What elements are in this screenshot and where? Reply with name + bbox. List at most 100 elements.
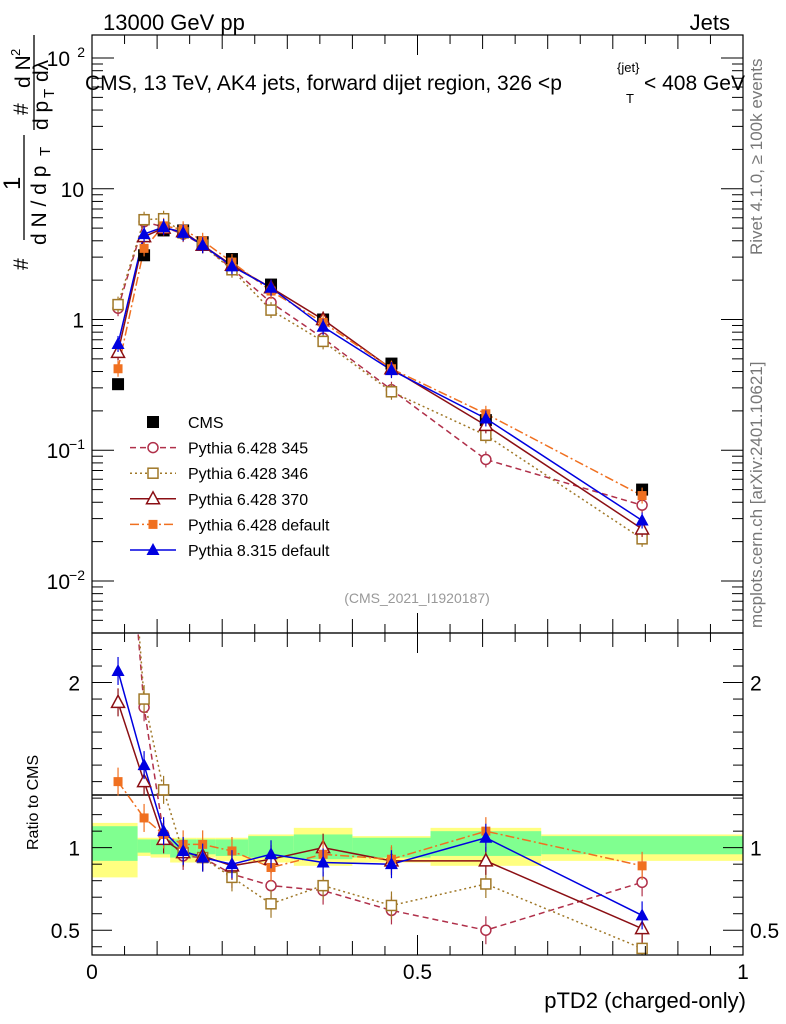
- analysis-id: (CMS_2021_I1920187): [344, 590, 490, 606]
- legend-marker: [147, 467, 159, 479]
- data-point: [176, 225, 190, 238]
- ratio-point: [157, 784, 170, 796]
- ratio-point: [316, 855, 330, 868]
- svg-text:d p: d p: [30, 101, 53, 130]
- ratio-y-axis-title: Ratio to CMS: [25, 755, 42, 850]
- ratio-point: [265, 879, 277, 892]
- ratio-point: [138, 693, 150, 705]
- legend-label: Pythia 6.428 default: [188, 517, 330, 534]
- svg-text:1: 1: [0, 177, 26, 190]
- ratio-y-tick-label: 1: [68, 838, 80, 861]
- ratio-point: [139, 813, 149, 823]
- mcplots-label: mcplots.cern.ch [arXiv:2401.10621]: [747, 362, 766, 628]
- ratio-point: [478, 852, 494, 867]
- ratio-axes: 0.5 0.51 12 20 0.5 1: [51, 633, 779, 984]
- ratio-point: [111, 663, 125, 676]
- main-y-tick-exponent: −2: [69, 567, 85, 583]
- ratio-point: [317, 879, 329, 892]
- ratio-band-inner: [92, 826, 138, 861]
- data-point: [316, 319, 330, 332]
- legend-label: Pythia 6.428 345: [188, 441, 308, 458]
- legend-label: Pythia 6.428 370: [188, 492, 308, 509]
- main-y-tick-exponent: 2: [77, 44, 85, 60]
- legend-marker: [146, 543, 160, 555]
- ratio-band-inner: [541, 836, 743, 855]
- data-point: [480, 453, 492, 466]
- data-point: [317, 335, 329, 348]
- plot-title-end: < 408 GeV: [644, 72, 745, 95]
- svg-text:dλ: dλ: [30, 59, 53, 82]
- category-label: Jets: [690, 10, 730, 35]
- data-point: [113, 364, 123, 374]
- svg-text:CMS, 13 TeV, AK4 jets, forward: CMS, 13 TeV, AK4 jets, forward dijet reg…: [85, 72, 562, 95]
- ratio-point: [176, 843, 190, 856]
- main-y-tick-label: 10: [61, 179, 84, 202]
- ratio-point: [479, 830, 493, 843]
- main-series-markers: [110, 210, 650, 547]
- main-y-axis-title: # 1 d N / d p T # d N 2 d p T dλ: [0, 35, 58, 270]
- ratio-point: [637, 861, 647, 871]
- ratio-series-markers: [110, 656, 650, 955]
- plot-title-sup: {jet}: [617, 60, 640, 75]
- svg-text:T: T: [41, 89, 58, 98]
- ratio-point: [636, 942, 648, 955]
- ratio-point: [136, 773, 152, 788]
- ratio-band-inner: [137, 839, 151, 853]
- ratio-point: [196, 850, 210, 863]
- series-line: [117, 227, 643, 530]
- svg-text:T: T: [37, 147, 54, 156]
- main-y-tick-label: 10: [47, 440, 70, 463]
- ratio-point: [480, 878, 492, 890]
- svg-text:#: #: [10, 258, 33, 270]
- ratio-point: [635, 908, 649, 921]
- data-point: [111, 336, 125, 349]
- data-point: [112, 298, 124, 311]
- data-point: [479, 411, 493, 424]
- main-series-lines: [117, 217, 643, 540]
- energy-label: 13000 GeV pp: [103, 10, 245, 35]
- data-point: [637, 491, 647, 501]
- ratio-point: [265, 898, 277, 910]
- data-point: [384, 363, 398, 376]
- legend-marker: [145, 490, 161, 505]
- data-point: [635, 513, 649, 526]
- ratio-y-tick-label-right: 1: [750, 838, 762, 861]
- data-point: [157, 219, 171, 232]
- svg-text:2: 2: [8, 49, 23, 56]
- x-axis-title: pTD2 (charged-only): [544, 988, 746, 1013]
- svg-text:d N: d N: [12, 55, 35, 88]
- data-point: [196, 238, 210, 251]
- data-point: [138, 213, 150, 226]
- main-y-tick-exponent: −1: [69, 436, 85, 452]
- x-tick-label: 1: [737, 961, 749, 984]
- main-y-tick-label: 1: [72, 309, 84, 332]
- svg-text:d N / d p: d N / d p: [28, 166, 51, 245]
- x-tick-label: 0: [86, 961, 98, 984]
- ratio-series-line: [117, 670, 643, 917]
- ratio-point: [113, 777, 123, 787]
- ratio-plot-frame: [91, 632, 744, 956]
- rivet-version-label: Rivet 4.1.0, ≥ 100k events: [747, 59, 766, 255]
- ratio-y-tick-label: 2: [68, 673, 80, 696]
- legend-marker: [148, 519, 158, 529]
- data-point: [139, 243, 149, 253]
- svg-text:#: #: [10, 103, 33, 115]
- ratio-point: [157, 824, 171, 837]
- ratio-point: [480, 924, 492, 936]
- main-y-tick-label: 10: [47, 571, 70, 594]
- data-point: [385, 386, 398, 398]
- data-point: [112, 378, 125, 391]
- legend-marker: [147, 441, 159, 454]
- ratio-point: [225, 857, 239, 870]
- ratio-point: [137, 758, 151, 771]
- ratio-y-tick-label-right: 0.5: [750, 920, 779, 943]
- ratio-point: [264, 847, 278, 860]
- ratio-y-tick-label-right: 2: [750, 673, 762, 696]
- plot-title-sub: T: [626, 91, 634, 106]
- legend-marker: [147, 416, 159, 428]
- ratio-point: [384, 857, 398, 870]
- legend-label: Pythia 8.315 default: [188, 543, 330, 560]
- data-point: [225, 259, 239, 272]
